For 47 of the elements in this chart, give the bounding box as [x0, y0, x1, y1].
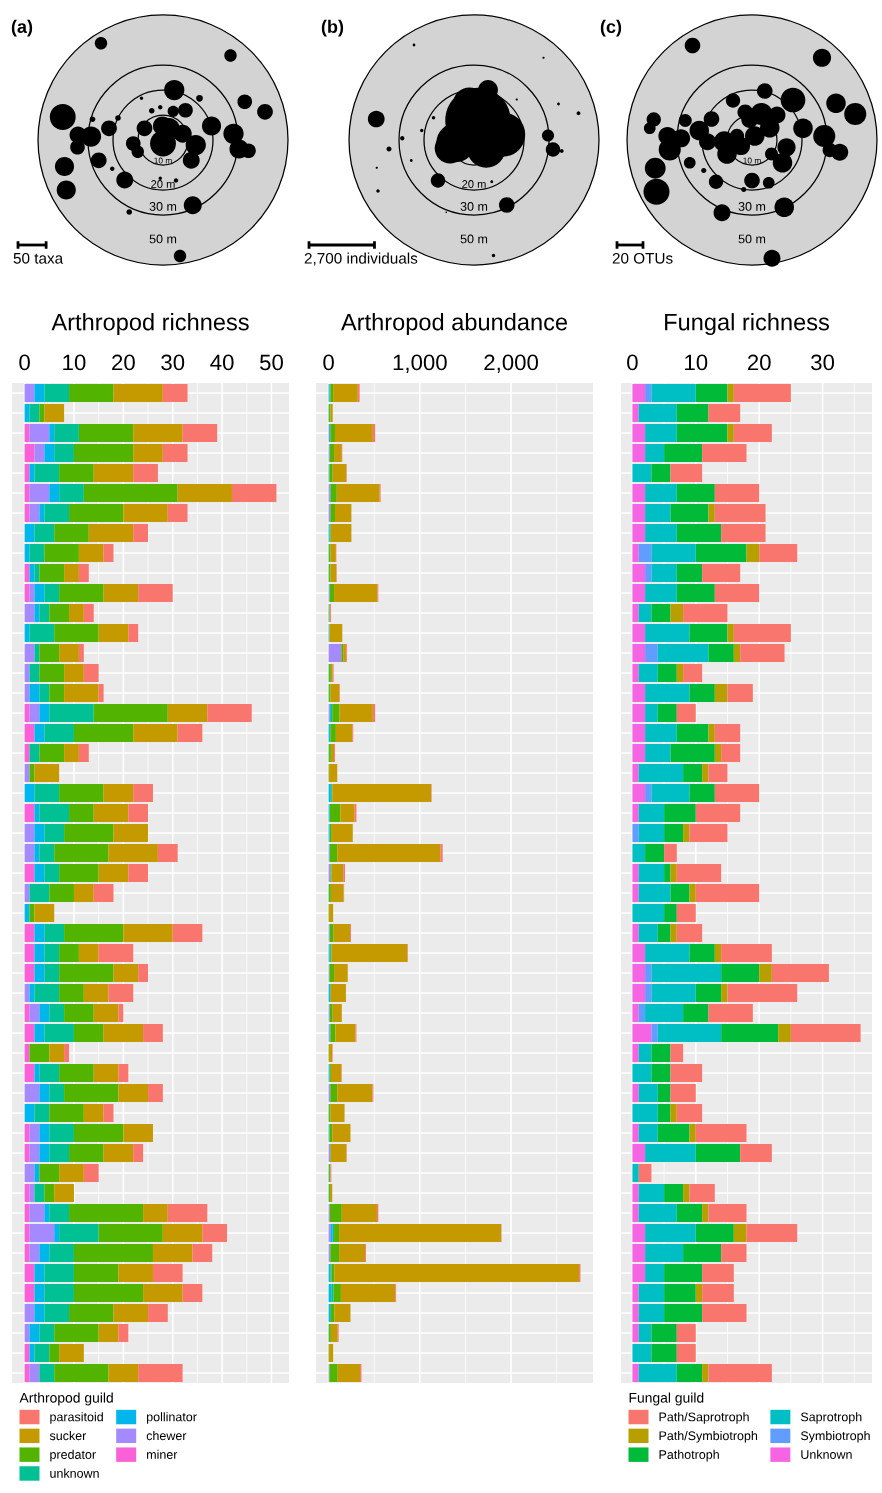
x-tick-label: 40 [210, 354, 234, 371]
text: 20 OTUs [612, 252, 673, 264]
legend-label: Unknown [801, 1449, 852, 1459]
text: 20 m [462, 180, 486, 188]
text: 50 taxa [13, 252, 64, 264]
x-tick-label: 20 [747, 354, 771, 371]
legend-label: parasitoid [50, 1412, 103, 1424]
legend-title: Arthropod guild [19, 1392, 113, 1406]
x-tick-label: 2,000 [484, 354, 539, 373]
text: 10 m [154, 157, 172, 164]
x-tick-label: 20 [112, 354, 135, 371]
chart-title: Arthropod abundance [341, 313, 568, 336]
legend-label: Pathotroph [659, 1449, 719, 1462]
legend-title: Fungal guild [629, 1392, 704, 1406]
x-tick-label: 1,000 [393, 354, 447, 373]
text: 30 m [149, 202, 177, 211]
legend-label: Saprotroph [800, 1412, 862, 1424]
text: (b) [321, 19, 344, 37]
chart-title: Arthropod richness [51, 313, 249, 336]
x-tick-label: 50 [260, 354, 283, 371]
text: 50 m [460, 234, 488, 244]
legend-label: predator [50, 1449, 96, 1462]
x-tick-label: 0 [627, 354, 638, 371]
text: 50 m [738, 234, 766, 244]
legend-label: Path/Symbiotroph [659, 1430, 758, 1443]
text: (c) [600, 19, 622, 37]
legend-label: pollinator [147, 1412, 197, 1424]
legend-label: chewer [146, 1430, 187, 1441]
x-tick-label: 10 [63, 354, 86, 371]
legend-label: Path/Saprotroph [659, 1412, 749, 1424]
x-tick-label: 0 [19, 354, 30, 371]
legend-label: unknown [50, 1468, 99, 1478]
text: 20 m [151, 180, 175, 188]
x-tick-label: 0 [323, 354, 334, 371]
text: 50 m [149, 234, 177, 244]
legend-label: sucker [49, 1430, 87, 1441]
chart-title: Fungal richness [665, 313, 829, 336]
legend-label: miner [147, 1449, 178, 1459]
text: 30 m [738, 202, 766, 211]
text: (a) [11, 19, 33, 37]
legend-label: Symbiotroph [800, 1430, 870, 1443]
x-tick-label: 30 [811, 354, 835, 371]
text: 30 m [460, 202, 488, 211]
text: 2,700 individuals [304, 252, 418, 266]
x-tick-label: 10 [685, 354, 708, 371]
x-tick-label: 30 [161, 354, 185, 371]
text: 10 m [743, 157, 761, 164]
